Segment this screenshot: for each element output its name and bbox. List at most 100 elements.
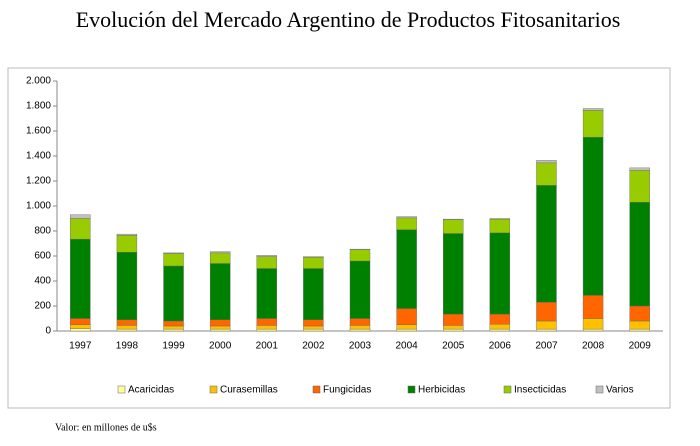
- bar-segment: [443, 219, 464, 234]
- bar-segment: [116, 328, 138, 332]
- x-tick-label: 2001: [256, 341, 279, 352]
- bar-segment: [209, 252, 231, 264]
- bar-segment: [209, 251, 231, 254]
- bar-segment: [582, 318, 604, 330]
- bar-segment: [396, 216, 417, 219]
- bar-segment: [209, 263, 231, 320]
- x-tick-label: 2007: [535, 341, 558, 352]
- bar-segment: [536, 160, 557, 164]
- bar-segment: [489, 218, 511, 220]
- bar-segment: [116, 252, 138, 320]
- bar-segment: [256, 328, 277, 332]
- x-tick-label: 2006: [489, 341, 512, 352]
- bar-segment: [303, 319, 324, 327]
- x-tick-label: 2000: [209, 341, 232, 352]
- bar-segment: [582, 295, 604, 319]
- bar-segment: [116, 235, 138, 253]
- legend-swatch: [595, 385, 604, 394]
- y-tick-label: 1.800: [26, 101, 51, 112]
- x-tick-label: 2002: [302, 341, 325, 352]
- bar-segment: [536, 328, 557, 332]
- legend-label: Herbicidas: [418, 385, 465, 396]
- bar-segment: [256, 318, 277, 326]
- bar-segment: [582, 137, 604, 296]
- bar-segment: [443, 325, 464, 330]
- legend-label: Insecticidas: [514, 385, 566, 396]
- bar-segment: [629, 170, 650, 203]
- bar-segment: [489, 232, 511, 315]
- y-tick-label: 200: [34, 301, 51, 312]
- legend-swatch: [209, 385, 218, 394]
- bar-segment: [489, 323, 511, 330]
- y-tick-label: 1.000: [26, 201, 51, 212]
- chart-frame: [7, 67, 671, 409]
- bar-segment: [349, 318, 371, 326]
- bar-segment: [256, 325, 277, 330]
- bar-segment: [629, 167, 650, 171]
- x-tick-label: 2005: [442, 341, 465, 352]
- bar-segment: [536, 302, 557, 322]
- bar-segment: [116, 233, 138, 236]
- legend-swatch: [117, 385, 126, 394]
- bar-segment: [582, 328, 604, 332]
- bar-segment: [209, 319, 231, 327]
- bar-segment: [396, 328, 417, 332]
- bar-segment: [582, 108, 604, 111]
- bar-segment: [70, 324, 91, 329]
- x-tick-label: 2003: [349, 341, 372, 352]
- bar-segment: [396, 308, 417, 325]
- bar-segment: [629, 305, 650, 322]
- y-tick-label: 0: [45, 326, 51, 337]
- chart-title: Evolución del Mercado Argentino de Produ…: [76, 7, 621, 32]
- bar-segment: [536, 185, 557, 303]
- note: Valor: en millones de u$s: [55, 422, 157, 433]
- bar-segment: [116, 325, 138, 330]
- bar-segment: [629, 202, 650, 307]
- bar-segment: [256, 255, 277, 257]
- bar-segment: [70, 218, 91, 240]
- bar-segment: [443, 233, 464, 315]
- bar-segment: [303, 328, 324, 332]
- bar-segment: [116, 319, 138, 326]
- bar-segment: [443, 313, 464, 326]
- bar-segment: [489, 313, 511, 325]
- bar-segment: [70, 238, 91, 319]
- bar-segment: [303, 268, 324, 320]
- bar-segment: [396, 217, 417, 230]
- bar-segment: [209, 328, 231, 332]
- bar-segment: [349, 328, 371, 332]
- legend-swatch: [407, 385, 416, 394]
- bar-segment: [582, 110, 604, 138]
- y-tick-label: 800: [34, 226, 51, 237]
- x-tick-label: 2009: [629, 341, 652, 352]
- bar-segment: [349, 249, 371, 262]
- y-tick-label: 2.000: [26, 76, 51, 87]
- bar-segment: [396, 229, 417, 309]
- bar-segment: [163, 252, 184, 254]
- x-tick-label: 1997: [69, 341, 92, 352]
- y-tick-label: 1.600: [26, 126, 51, 137]
- bar-segment: [163, 253, 184, 267]
- bar-segment: [629, 320, 650, 330]
- bar-segment: [396, 324, 417, 330]
- bar-segment: [163, 325, 184, 330]
- bar-segment: [489, 328, 511, 332]
- bar-segment: [536, 320, 557, 330]
- bar-segment: [349, 325, 371, 330]
- bar-segment: [443, 218, 464, 220]
- legend-label: Fungicidas: [323, 385, 371, 396]
- bar-segment: [489, 218, 511, 234]
- x-tick-label: 2008: [582, 341, 605, 352]
- bar-segment: [256, 256, 277, 269]
- bar-segment: [256, 268, 277, 319]
- legend-label: Acaricidas: [128, 385, 174, 396]
- legend-swatch: [503, 385, 512, 394]
- bar-segment: [70, 328, 91, 332]
- bar-segment: [70, 318, 91, 325]
- bar-segment: [303, 257, 324, 269]
- legend-label: Curasemillas: [220, 385, 278, 396]
- x-tick-label: 1999: [162, 341, 185, 352]
- y-tick-label: 1.200: [26, 176, 51, 187]
- bar-segment: [303, 325, 324, 330]
